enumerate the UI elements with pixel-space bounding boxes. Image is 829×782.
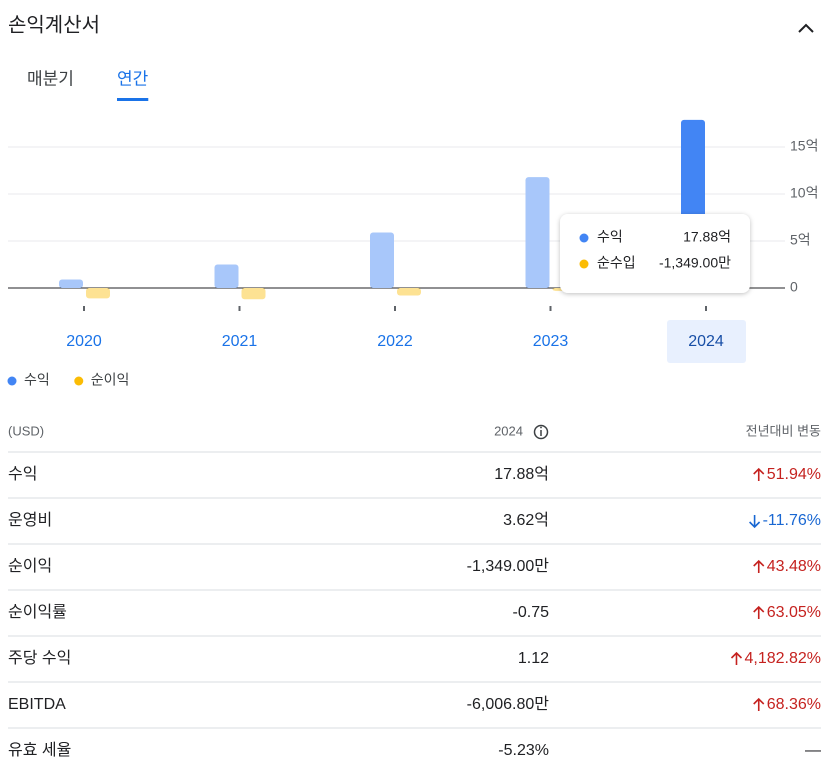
row-value: 3.62억 bbox=[503, 511, 549, 529]
x-tick-label[interactable]: 2022 bbox=[377, 333, 413, 350]
legend-label: 수익 bbox=[24, 372, 50, 388]
row-change: 51.94% bbox=[767, 466, 821, 483]
bar bbox=[214, 264, 239, 288]
selected-category-bg bbox=[667, 320, 746, 363]
table-header: (USD) bbox=[8, 423, 44, 438]
trend-arrow bbox=[753, 605, 765, 619]
row-value: 1.12 bbox=[518, 650, 549, 667]
row-change: 63.05% bbox=[767, 604, 821, 621]
y-tick-label: 0 bbox=[790, 279, 798, 295]
row-label: 수익 bbox=[8, 465, 37, 483]
tooltip-name: 수익 bbox=[597, 229, 623, 245]
bar bbox=[59, 279, 83, 288]
row-change: 4,182.82% bbox=[744, 650, 821, 667]
row-value: -5.23% bbox=[498, 742, 549, 759]
row-change: — bbox=[805, 742, 821, 759]
tooltip-dot bbox=[579, 259, 589, 269]
legend-label: 순이익 bbox=[91, 372, 130, 388]
row-change: 68.36% bbox=[767, 696, 821, 713]
row-label: 순이익 bbox=[8, 557, 52, 575]
trend-arrow bbox=[753, 697, 765, 711]
x-tick-label[interactable]: 2024 bbox=[688, 333, 724, 350]
tooltip-box bbox=[560, 214, 750, 293]
y-tick-label: 10억 bbox=[790, 185, 818, 201]
trend-arrow bbox=[753, 467, 765, 481]
bar bbox=[370, 232, 394, 288]
tooltip-dot bbox=[579, 233, 589, 243]
row-label: 유효 세율 bbox=[8, 741, 71, 759]
row-change: 43.48% bbox=[767, 558, 821, 575]
row-value: -1,349.00만 bbox=[467, 557, 550, 575]
row-value: -0.75 bbox=[513, 604, 550, 621]
tab[interactable]: 연간 bbox=[117, 69, 149, 88]
bar bbox=[241, 288, 266, 300]
table-header: 2024 bbox=[494, 423, 523, 438]
row-label: 운영비 bbox=[8, 511, 52, 529]
row-value: -6,006.80만 bbox=[467, 695, 550, 713]
bar bbox=[86, 288, 110, 299]
tooltip-value: -1,349.00만 bbox=[659, 255, 731, 271]
bar bbox=[525, 177, 550, 288]
info-icon-dot bbox=[540, 426, 542, 429]
row-change: -11.76% bbox=[763, 512, 821, 529]
info-icon[interactable] bbox=[533, 424, 549, 440]
collapse-icon[interactable] bbox=[798, 23, 814, 33]
section-title: 손익계산서 bbox=[8, 13, 100, 36]
row-label: EBITDA bbox=[8, 696, 66, 713]
tab-indicator bbox=[117, 98, 149, 101]
x-tick-label[interactable]: 2021 bbox=[222, 333, 258, 350]
row-value: 17.88억 bbox=[494, 465, 549, 483]
x-tick-label[interactable]: 2020 bbox=[66, 333, 102, 350]
trend-arrow bbox=[730, 651, 743, 665]
legend-dot bbox=[74, 376, 84, 386]
tab[interactable]: 매분기 bbox=[27, 69, 74, 88]
x-tick-label[interactable]: 2023 bbox=[533, 333, 569, 350]
legend-dot bbox=[7, 376, 17, 386]
tooltip-value: 17.88억 bbox=[683, 229, 731, 245]
table-header: 전년대비 변동 bbox=[746, 423, 821, 438]
trend-arrow bbox=[753, 559, 765, 573]
row-label: 주당 수익 bbox=[8, 649, 71, 667]
row-label: 순이익률 bbox=[8, 603, 67, 621]
tooltip-name: 순수입 bbox=[597, 255, 636, 271]
trend-arrow bbox=[749, 515, 761, 529]
y-tick-label: 15억 bbox=[790, 138, 818, 154]
y-tick-label: 5억 bbox=[790, 232, 811, 248]
bar bbox=[397, 288, 421, 296]
